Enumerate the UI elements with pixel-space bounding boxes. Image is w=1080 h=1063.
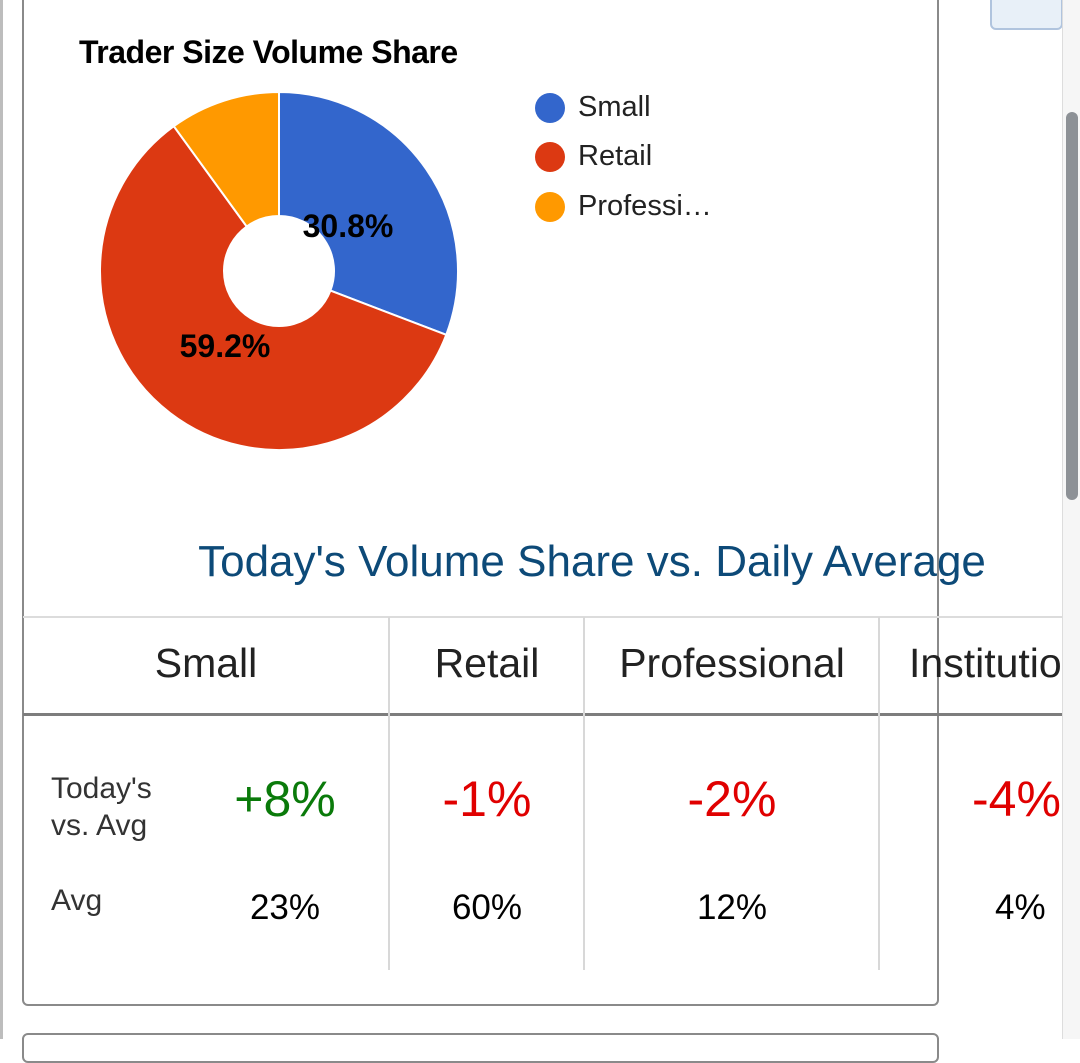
chart-card bbox=[22, 0, 939, 1006]
donut-chart: 30.8% 59.2% bbox=[99, 90, 459, 451]
legend-swatch bbox=[535, 141, 565, 172]
pie-slice-small[interactable] bbox=[278, 90, 459, 337]
table-top-border bbox=[23, 616, 1063, 618]
left-edge bbox=[0, 0, 3, 1039]
data-label-small: 30.8% bbox=[303, 208, 394, 244]
column-divider bbox=[583, 617, 585, 970]
scrollbar-thumb[interactable] bbox=[1066, 112, 1078, 500]
data-label-retail: 59.2% bbox=[180, 328, 271, 364]
legend-item-small[interactable]: Small bbox=[535, 91, 651, 124]
legend-label: Small bbox=[578, 91, 651, 123]
legend-item-professional[interactable]: Professi… bbox=[535, 190, 712, 223]
avg-retail: 60% bbox=[451, 888, 523, 927]
pie-slice-professional[interactable] bbox=[172, 90, 280, 228]
column-header-retail: Retail bbox=[434, 640, 540, 686]
today-vs-avg-professional: -2% bbox=[687, 771, 777, 827]
legend-item-retail[interactable]: Retail bbox=[535, 140, 652, 173]
column-header-professional: Professional bbox=[619, 640, 845, 686]
top-right-widget[interactable] bbox=[990, 0, 1063, 30]
column-header-small: Small bbox=[154, 640, 258, 686]
legend-label: Retail bbox=[578, 140, 653, 172]
today-vs-avg-retail: -1% bbox=[442, 771, 532, 827]
column-divider bbox=[878, 617, 880, 970]
row-label-line: Today's bbox=[51, 772, 152, 805]
column-header-institutional: Institutio bbox=[909, 640, 1062, 686]
avg-professional: 12% bbox=[696, 888, 768, 927]
legend-swatch bbox=[535, 92, 565, 123]
today-vs-avg-small: +8% bbox=[234, 771, 336, 827]
avg-small: 23% bbox=[249, 888, 321, 927]
row-label-line: vs. Avg bbox=[51, 809, 148, 842]
row-label-today: Today's vs. Avg bbox=[51, 770, 152, 844]
legend-label: Professi… bbox=[578, 190, 712, 222]
legend-swatch bbox=[535, 191, 565, 222]
pie-slice-retail[interactable] bbox=[99, 124, 448, 451]
today-vs-avg-institutional: -4% bbox=[972, 771, 1061, 827]
header-divider bbox=[23, 713, 1063, 716]
chart-title: Trader Size Volume Share bbox=[79, 34, 458, 70]
table-title: Today's Volume Share vs. Daily Average bbox=[198, 537, 986, 586]
avg-institutional: 4% bbox=[995, 888, 1046, 927]
row-label-avg: Avg bbox=[51, 884, 103, 917]
next-card bbox=[22, 1033, 939, 1063]
column-divider bbox=[388, 617, 390, 970]
